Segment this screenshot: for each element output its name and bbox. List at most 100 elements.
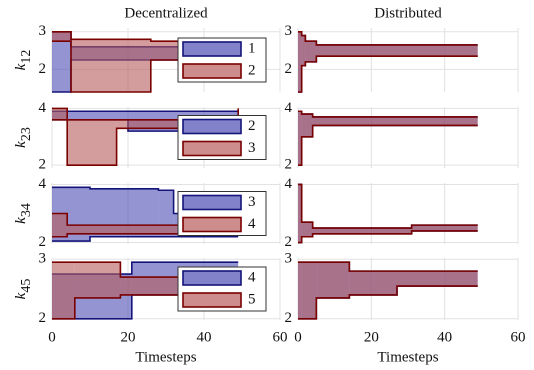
y-tick-label: 2	[285, 310, 293, 326]
band-edge	[298, 110, 478, 118]
band-edge	[52, 40, 239, 93]
band-segment	[52, 31, 71, 92]
band-edge	[298, 285, 478, 320]
band-edge	[298, 55, 478, 93]
band-segment	[301, 222, 313, 237]
band-segment	[67, 225, 239, 234]
legend-swatch	[182, 41, 242, 57]
band-edge	[52, 233, 239, 238]
y-axis-label: k45	[13, 279, 34, 300]
panel: 2 3 Distributed	[285, 5, 519, 93]
panel-title: Decentralized	[124, 5, 208, 21]
band-edge	[298, 183, 478, 229]
band-segment	[52, 111, 128, 120]
band-segment	[316, 44, 478, 57]
band-edge	[52, 294, 239, 320]
legend-label: 2	[248, 62, 256, 78]
y-axis-label-base: k	[13, 141, 29, 148]
legend-label: 4	[248, 269, 256, 285]
y-axis-label-sub: 12	[19, 50, 34, 64]
band-segment	[74, 262, 121, 298]
band-segment	[67, 119, 117, 166]
y-axis-label: k23	[13, 127, 34, 148]
band-edge	[298, 110, 478, 118]
band-edge	[52, 261, 239, 278]
y-tick-label: 4	[285, 100, 293, 116]
legend-label: 1	[248, 40, 256, 56]
x-tick-label: 0	[48, 329, 56, 345]
legend-swatch	[182, 118, 242, 135]
band-edge	[52, 186, 239, 215]
legend: 12	[177, 37, 267, 83]
legend-label: 4	[248, 216, 256, 232]
legend: 45	[177, 266, 267, 312]
y-tick-label: 3	[285, 23, 293, 39]
y-tick-label: 2	[39, 61, 47, 77]
legend-swatch	[182, 140, 242, 157]
band-segment	[411, 225, 478, 231]
band-edge	[298, 183, 478, 229]
band-edge	[52, 118, 239, 166]
x-tick-label: 60	[273, 329, 288, 345]
band-segment	[116, 119, 239, 129]
y-axis-label-base: k	[13, 63, 29, 70]
band-segment	[52, 31, 60, 42]
x-tick-label: 0	[294, 329, 302, 345]
legend-label: 5	[248, 291, 256, 307]
band-segment	[312, 228, 412, 234]
y-tick-label: 2	[285, 157, 293, 173]
panel: 24	[285, 176, 519, 250]
panel: 0 20 40 60 2 3 Timesteps	[285, 251, 526, 366]
band-edge	[298, 230, 478, 244]
legend-label: 3	[248, 140, 256, 156]
band-edge	[52, 212, 239, 226]
y-axis-label: k12	[13, 50, 34, 71]
band-edge	[298, 55, 478, 93]
band-segment	[71, 39, 151, 92]
band-segment	[301, 114, 313, 137]
band-segment	[298, 31, 302, 92]
band-segment	[316, 262, 350, 298]
y-tick-label: 2	[39, 234, 47, 250]
y-tick-label: 2	[285, 234, 293, 250]
band-edge	[298, 261, 478, 272]
y-tick-label: 3	[285, 251, 293, 267]
band-edge	[298, 30, 478, 46]
y-axis-label-sub: 23	[19, 127, 34, 141]
band-segment	[312, 116, 478, 126]
x-axis-label: Timesteps	[135, 349, 196, 365]
y-axis-label-base: k	[13, 217, 29, 224]
y-tick-label: 4	[39, 100, 47, 116]
band-edge	[52, 30, 239, 42]
legend-label: 3	[248, 194, 256, 210]
x-axis-label: Timesteps	[377, 349, 438, 365]
y-tick-label: 2	[39, 310, 47, 326]
band-segment	[52, 213, 68, 237]
y-tick-label: 2	[285, 61, 293, 77]
band-segment	[52, 108, 68, 120]
band-segment	[59, 31, 71, 42]
y-axis-label-sub: 34	[19, 203, 34, 217]
band-edge	[298, 124, 478, 166]
legend-swatch	[182, 270, 242, 286]
y-axis-label: k34	[13, 203, 34, 224]
band-edge	[298, 30, 478, 46]
band-segment	[298, 111, 302, 166]
x-tick-label: 40	[197, 329, 212, 345]
x-tick-label: 60	[511, 329, 526, 345]
legend-swatch	[182, 194, 242, 211]
band-segment	[349, 271, 397, 295]
y-tick-label: 3	[39, 23, 47, 39]
legend-swatch	[182, 216, 242, 233]
band-segment	[52, 262, 75, 319]
y-tick-label: 4	[285, 176, 293, 192]
x-tick-label: 40	[437, 329, 452, 345]
panel-title: Distributed	[374, 5, 442, 21]
band-segment	[397, 271, 478, 287]
x-tick-label: 20	[121, 329, 136, 345]
panel: 24	[285, 100, 519, 173]
